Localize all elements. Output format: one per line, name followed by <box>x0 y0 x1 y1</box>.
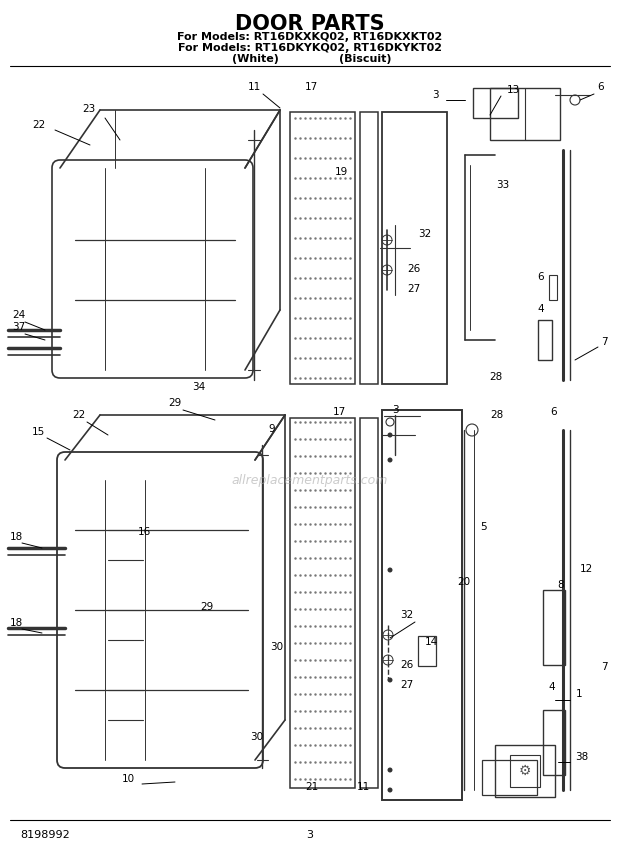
Bar <box>290 418 355 788</box>
Text: allreplacementparts.com: allreplacementparts.com <box>232 473 388 486</box>
Text: DOOR PARTS: DOOR PARTS <box>235 14 385 34</box>
Text: 15: 15 <box>32 427 45 437</box>
Text: 22: 22 <box>72 410 86 420</box>
Bar <box>490 88 560 140</box>
Bar <box>360 112 378 384</box>
Bar <box>549 275 557 300</box>
Text: 34: 34 <box>192 382 205 392</box>
Text: 8198992: 8198992 <box>20 830 69 840</box>
Text: 37: 37 <box>12 322 25 332</box>
Text: ⚙: ⚙ <box>519 764 531 778</box>
Text: 22: 22 <box>32 120 45 130</box>
Circle shape <box>388 677 392 682</box>
Circle shape <box>388 768 392 772</box>
Bar <box>382 112 447 384</box>
Text: 12: 12 <box>580 564 593 574</box>
Bar <box>473 88 518 118</box>
Text: 6: 6 <box>597 82 604 92</box>
Text: 7: 7 <box>601 662 608 672</box>
Text: 3: 3 <box>392 405 399 415</box>
Text: 3: 3 <box>306 830 314 840</box>
Text: 28: 28 <box>489 372 502 382</box>
Circle shape <box>388 432 392 437</box>
Text: (White): (White) <box>231 54 278 64</box>
Text: 26: 26 <box>407 264 420 274</box>
Circle shape <box>388 788 392 793</box>
Text: 27: 27 <box>407 284 420 294</box>
Text: 17: 17 <box>305 82 318 92</box>
Circle shape <box>388 457 392 462</box>
Bar <box>482 760 537 795</box>
Text: 4: 4 <box>537 304 544 314</box>
Text: 24: 24 <box>12 310 25 320</box>
Text: 30: 30 <box>250 732 263 742</box>
Text: 32: 32 <box>400 610 414 620</box>
Bar <box>290 112 355 384</box>
Text: 26: 26 <box>400 660 414 670</box>
Circle shape <box>388 568 392 573</box>
Text: 32: 32 <box>418 229 432 239</box>
Text: 16: 16 <box>138 527 151 537</box>
Text: 30: 30 <box>270 642 283 652</box>
Text: 18: 18 <box>10 618 24 628</box>
Text: For Models: RT16DKXKQ02, RT16DKXKT02: For Models: RT16DKXKQ02, RT16DKXKT02 <box>177 32 443 42</box>
Bar <box>495 745 555 797</box>
Text: 17: 17 <box>333 407 346 417</box>
Bar <box>543 590 565 665</box>
Text: 33: 33 <box>496 180 509 190</box>
Text: 19: 19 <box>335 167 348 177</box>
Text: 9: 9 <box>268 424 275 434</box>
Text: 21: 21 <box>305 782 318 792</box>
Text: 13: 13 <box>507 85 520 95</box>
Text: 6: 6 <box>550 407 557 417</box>
Bar <box>382 410 462 800</box>
Text: 5: 5 <box>480 522 487 532</box>
Text: 11: 11 <box>248 82 261 92</box>
Text: 4: 4 <box>548 682 555 692</box>
Text: 20: 20 <box>457 577 470 587</box>
Text: 11: 11 <box>357 782 370 792</box>
Text: 6: 6 <box>537 272 544 282</box>
Text: 7: 7 <box>601 337 608 347</box>
Text: 10: 10 <box>122 774 135 784</box>
Bar <box>418 636 436 666</box>
Text: 38: 38 <box>575 752 588 762</box>
Text: 8: 8 <box>557 580 564 590</box>
Text: For Models: RT16DKYKQ02, RT16DKYKT02: For Models: RT16DKYKQ02, RT16DKYKT02 <box>178 43 442 53</box>
Text: (Biscuit): (Biscuit) <box>339 54 391 64</box>
Text: 1: 1 <box>576 689 583 699</box>
Text: 23: 23 <box>82 104 95 114</box>
Text: 14: 14 <box>425 637 438 647</box>
Text: 29: 29 <box>168 398 181 408</box>
Bar <box>543 710 565 775</box>
Text: 28: 28 <box>490 410 503 420</box>
Text: 18: 18 <box>10 532 24 542</box>
Bar <box>538 320 552 360</box>
Text: 29: 29 <box>200 602 213 612</box>
Bar <box>360 418 378 788</box>
Text: 27: 27 <box>400 680 414 690</box>
Text: 3: 3 <box>432 90 438 100</box>
Bar <box>510 755 540 787</box>
